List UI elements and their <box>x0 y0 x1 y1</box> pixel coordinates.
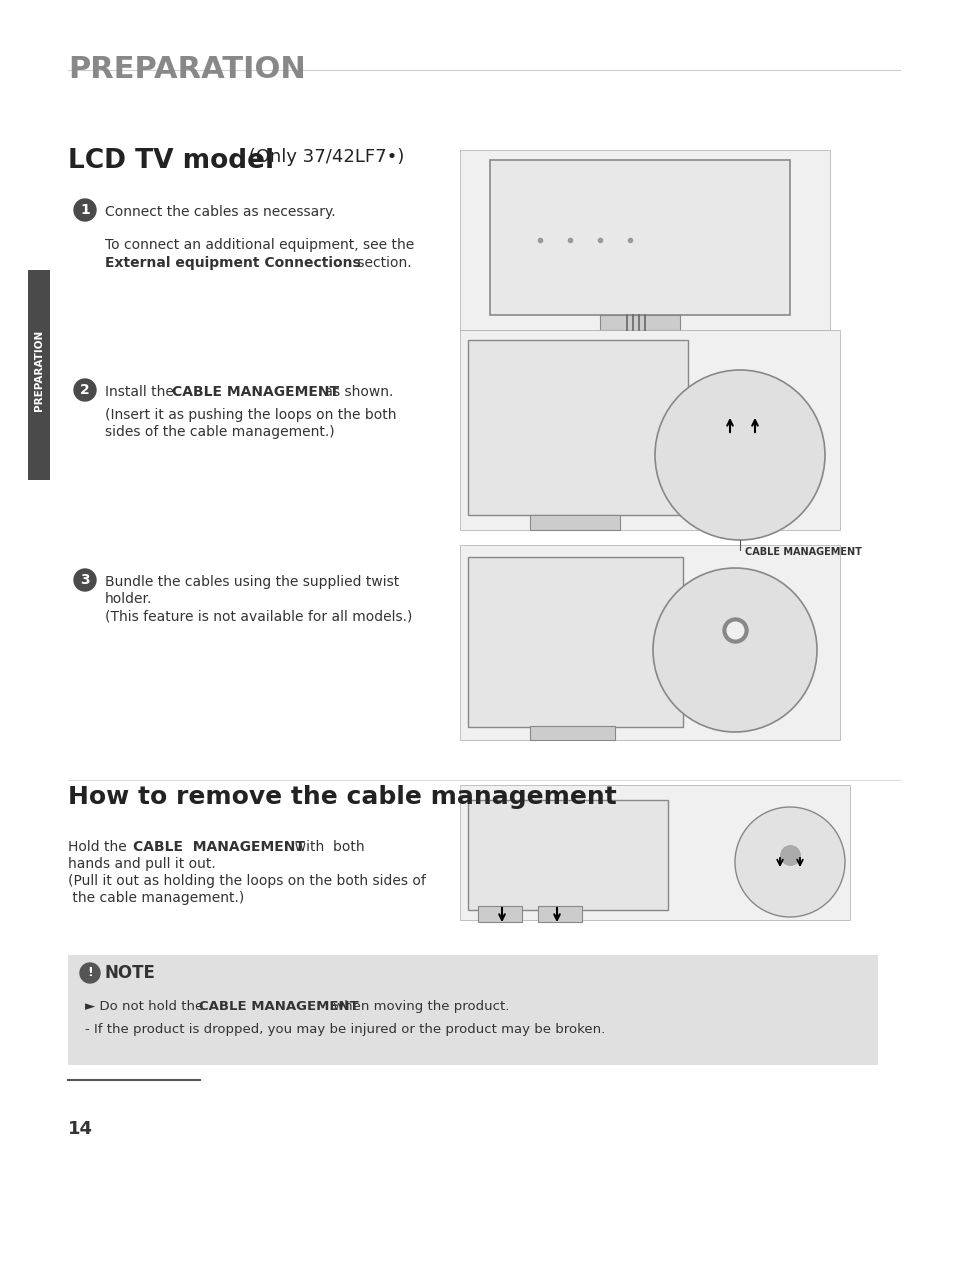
Text: sides of the cable management.): sides of the cable management.) <box>105 425 335 439</box>
FancyBboxPatch shape <box>530 515 619 530</box>
FancyBboxPatch shape <box>490 160 789 315</box>
Text: Bundle the cables using the supplied twist: Bundle the cables using the supplied twi… <box>105 575 399 589</box>
Circle shape <box>655 370 824 541</box>
Text: Install the: Install the <box>105 385 178 399</box>
Text: PREPARATION: PREPARATION <box>34 329 44 411</box>
Text: when moving the product.: when moving the product. <box>329 1000 509 1013</box>
Text: 1: 1 <box>80 204 90 218</box>
FancyBboxPatch shape <box>28 270 50 480</box>
FancyBboxPatch shape <box>599 315 679 329</box>
Text: (Insert it as pushing the loops on the both: (Insert it as pushing the loops on the b… <box>105 408 396 422</box>
Text: External equipment Connections: External equipment Connections <box>105 256 360 270</box>
Text: CABLE  MANAGEMENT: CABLE MANAGEMENT <box>132 840 305 854</box>
Text: CABLE MANAGEMENT: CABLE MANAGEMENT <box>744 547 861 557</box>
Text: (Pull it out as holding the loops on the both sides of: (Pull it out as holding the loops on the… <box>68 874 425 888</box>
Text: PREPARATION: PREPARATION <box>68 55 305 84</box>
Text: - If the product is dropped, you may be injured or the product may be broken.: - If the product is dropped, you may be … <box>85 1023 604 1035</box>
FancyBboxPatch shape <box>537 906 581 922</box>
Text: NOTE: NOTE <box>104 964 154 982</box>
Text: (This feature is not available for all models.): (This feature is not available for all m… <box>105 609 412 623</box>
Circle shape <box>652 569 816 731</box>
Text: To connect an additional equipment, see the: To connect an additional equipment, see … <box>105 238 414 252</box>
Circle shape <box>74 379 96 401</box>
Text: 2: 2 <box>80 383 90 397</box>
Text: LCD TV model: LCD TV model <box>68 148 274 174</box>
FancyBboxPatch shape <box>477 906 521 922</box>
Circle shape <box>74 198 96 221</box>
FancyBboxPatch shape <box>459 544 840 740</box>
FancyBboxPatch shape <box>530 726 615 740</box>
FancyBboxPatch shape <box>468 340 687 515</box>
Text: CABLE MANAGEMENT: CABLE MANAGEMENT <box>172 385 338 399</box>
Text: hands and pull it out.: hands and pull it out. <box>68 857 215 871</box>
Text: ► Do not hold the: ► Do not hold the <box>85 1000 208 1013</box>
Text: as shown.: as shown. <box>319 385 393 399</box>
Text: 3: 3 <box>80 572 90 586</box>
Text: How to remove the cable management: How to remove the cable management <box>68 785 616 809</box>
Text: !: ! <box>87 967 92 979</box>
FancyBboxPatch shape <box>68 955 877 1065</box>
Text: Connect the cables as necessary.: Connect the cables as necessary. <box>105 205 335 219</box>
Text: (Only 37/42LF7•): (Only 37/42LF7•) <box>243 148 404 167</box>
Text: holder.: holder. <box>105 591 152 605</box>
FancyBboxPatch shape <box>459 150 829 329</box>
FancyBboxPatch shape <box>468 800 667 909</box>
FancyBboxPatch shape <box>459 785 849 920</box>
Text: Hold the: Hold the <box>68 840 135 854</box>
Text: CABLE MANAGEMENT: CABLE MANAGEMENT <box>199 1000 358 1013</box>
Text: section.: section. <box>353 256 411 270</box>
FancyBboxPatch shape <box>459 329 840 530</box>
Circle shape <box>74 569 96 591</box>
Text: 14: 14 <box>68 1121 92 1138</box>
Text: with  both: with both <box>286 840 364 854</box>
Text: the cable management.): the cable management.) <box>68 890 244 904</box>
Circle shape <box>80 963 100 983</box>
FancyBboxPatch shape <box>468 557 682 728</box>
Circle shape <box>734 806 844 917</box>
